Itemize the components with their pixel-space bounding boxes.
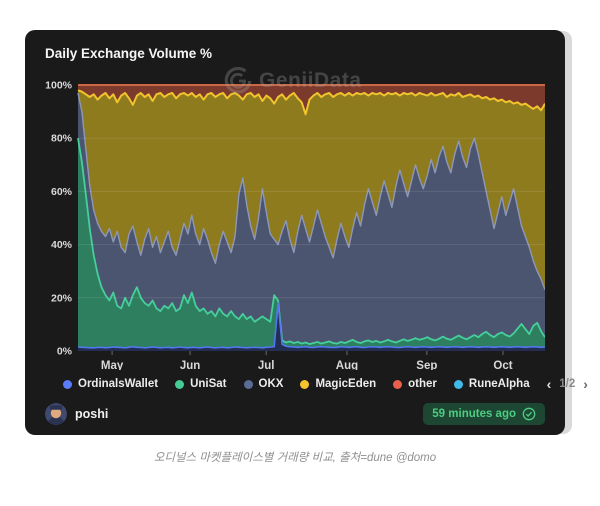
page: Daily Exchange Volume % 0% 20% 40% 60% 80% 10… bbox=[25, 30, 588, 464]
pagination-next-icon[interactable]: › bbox=[583, 376, 588, 392]
legend-dot-runealpha bbox=[453, 379, 463, 389]
legend-dot-ordinalswallet bbox=[63, 379, 72, 389]
legend-label: other bbox=[408, 378, 437, 390]
legend-label: UniSat bbox=[190, 378, 227, 390]
pagination-prev-icon[interactable]: ‹ bbox=[546, 376, 552, 392]
legend-dot-magiceden bbox=[300, 379, 310, 389]
volume-chart[interactable]: 0% 20% 40% 60% 80% 100% May Jun Jul Aug Sep Oct bbox=[45, 78, 546, 372]
caption: 오디널스 마켓플레이스별 거래량 비교, 출처=dune @domo bbox=[153, 452, 437, 464]
chart-card: Daily Exchange Volume % 0% 20% 40% 60% 80% 10… bbox=[25, 30, 588, 435]
line-okx bbox=[77, 92, 546, 291]
y-axis-label: 60% bbox=[51, 186, 73, 198]
line-magiceden bbox=[77, 89, 546, 116]
legend-label: MagicEden bbox=[315, 378, 377, 390]
chart-area: 0% 20% 40% 60% 80% 100% May Jun Jul Aug Sep Oct Gen… bbox=[45, 66, 546, 375]
check-circle-icon bbox=[522, 407, 536, 421]
legend-item-magiceden[interactable]: MagicEden bbox=[300, 378, 376, 390]
pagination-indicator: 1/2 bbox=[559, 378, 576, 390]
legend-label: OKX bbox=[258, 378, 284, 390]
legend-dot-okx bbox=[243, 379, 253, 389]
legend: OrdinalsWallet UniSat OKX MagicEden othe… bbox=[63, 377, 588, 391]
card-footer: poshi 59 minutes ago bbox=[45, 403, 545, 425]
area-unisat bbox=[78, 138, 545, 351]
timestamp-text: 59 minutes ago bbox=[432, 408, 516, 420]
x-axis-label: May bbox=[101, 360, 124, 370]
y-axis-label: 0% bbox=[57, 346, 73, 358]
legend-dot-other bbox=[393, 379, 403, 389]
line-unisat bbox=[77, 138, 546, 346]
x-axis-label: Oct bbox=[493, 360, 512, 370]
legend-item-runealpha[interactable]: RuneAlpha bbox=[453, 378, 530, 390]
x-axis-label: Jun bbox=[180, 360, 200, 370]
author[interactable]: poshi bbox=[45, 403, 108, 425]
area-okx bbox=[78, 93, 545, 351]
avatar bbox=[45, 403, 67, 425]
x-axis-label: Sep bbox=[416, 360, 437, 370]
legend-dot-unisat bbox=[175, 379, 185, 389]
legend-pagination: ‹ 1/2 › bbox=[547, 377, 588, 391]
legend-item-unisat[interactable]: UniSat bbox=[175, 378, 227, 390]
legend-label: OrdinalsWallet bbox=[78, 378, 159, 390]
chart-title: Daily Exchange Volume % bbox=[45, 46, 213, 61]
x-axis-label: Jul bbox=[258, 360, 275, 370]
y-axis-label: 100% bbox=[45, 80, 73, 92]
legend-item-other[interactable]: other bbox=[393, 378, 437, 390]
line-ordinalswallet bbox=[77, 302, 546, 349]
legend-label: RuneAlpha bbox=[468, 378, 530, 390]
x-axis-label: Aug bbox=[336, 360, 358, 370]
legend-item-ordinalswallet[interactable]: OrdinalsWallet bbox=[63, 378, 158, 390]
y-axis-label: 40% bbox=[51, 239, 73, 251]
y-axis-label: 80% bbox=[51, 133, 73, 145]
timestamp-badge: 59 minutes ago bbox=[423, 403, 545, 425]
legend-item-okx[interactable]: OKX bbox=[243, 378, 284, 390]
y-axis-label: 20% bbox=[51, 292, 73, 304]
author-name: poshi bbox=[75, 407, 109, 421]
